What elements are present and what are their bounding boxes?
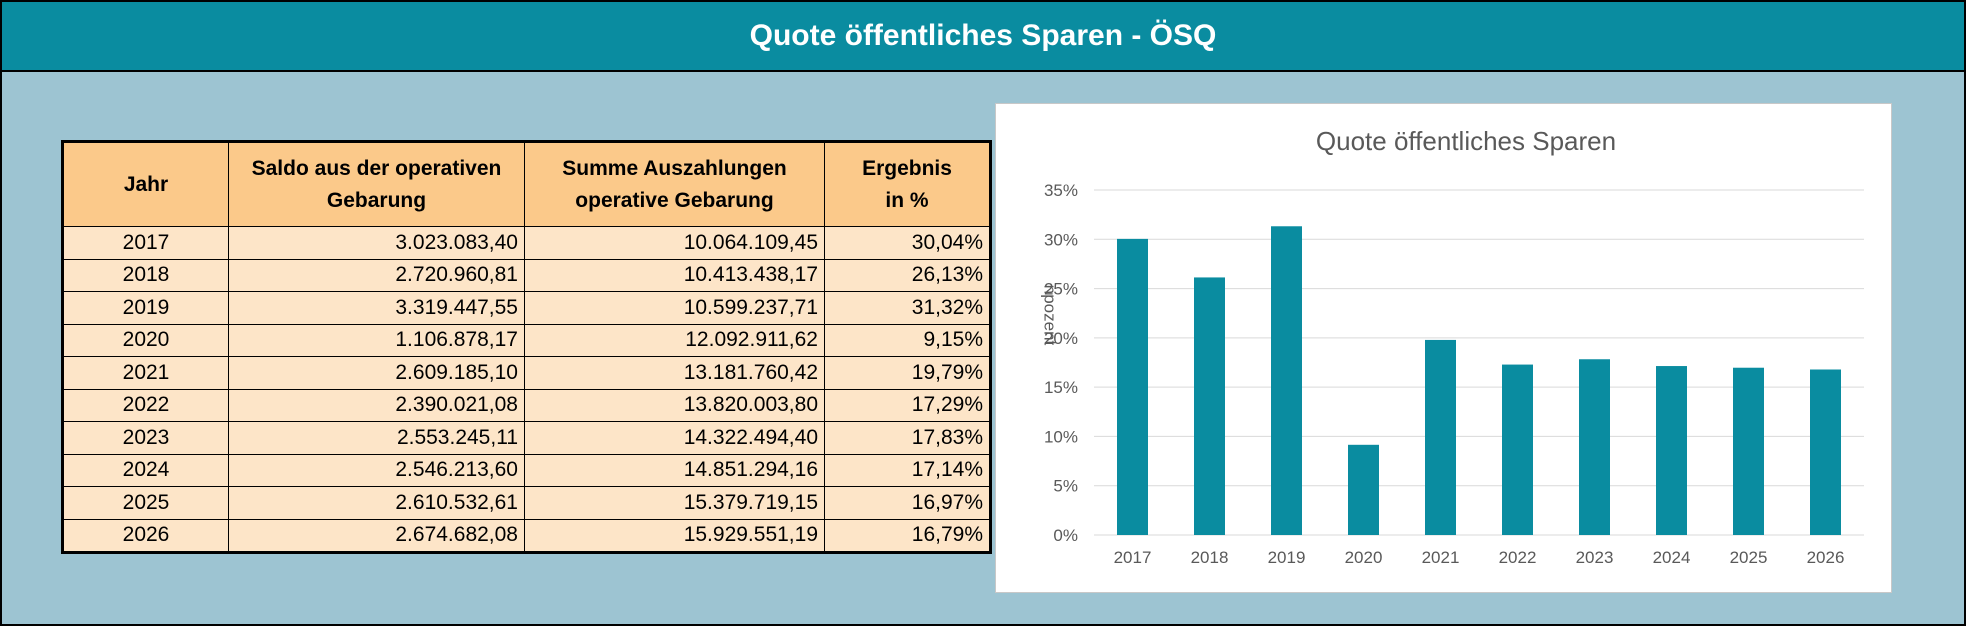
year-cell: 2018 [62, 258, 229, 292]
column-header-line: Jahr [123, 172, 169, 196]
table-row: 2025 2.610.532,61 15.379.719,15 16,97% [62, 486, 991, 520]
bar-2023 [1579, 359, 1610, 535]
table-row: 2019 3.319.447,55 10.599.237,71 31,32% [62, 291, 991, 325]
table-row: 2026 2.674.682,08 15.929.551,19 16,79% [62, 518, 991, 553]
y-tick-label: 10% [1044, 427, 1078, 446]
summe-cell: 14.851.294,16 [524, 453, 825, 487]
year-cell: 2022 [62, 388, 229, 422]
saldo-cell: 1.106.878,17 [228, 323, 525, 357]
ergebnis-cell: 16,97% [824, 486, 991, 520]
table-row: 2023 2.553.245,11 14.322.494,40 17,83% [62, 421, 991, 455]
year-cell: 2017 [62, 226, 229, 260]
x-tick-label: 2021 [1422, 548, 1460, 567]
ergebnis-cell: 17,14% [824, 453, 991, 487]
bar-2018 [1194, 277, 1225, 535]
x-tick-label: 2026 [1807, 548, 1845, 567]
summe-cell: 10.413.438,17 [524, 258, 825, 292]
y-tick-label: 0% [1053, 526, 1078, 545]
bar-2022 [1502, 364, 1533, 535]
y-tick-label: 25% [1044, 280, 1078, 299]
ergebnis-cell: 19,79% [824, 356, 991, 390]
x-tick-label: 2017 [1114, 548, 1152, 567]
column-header-line: Summe Auszahlungen [562, 156, 787, 180]
column-header: Ergebnis in % [824, 141, 991, 227]
ergebnis-cell: 9,15% [824, 323, 991, 357]
table-row: 2018 2.720.960,81 10.413.438,17 26,13% [62, 258, 991, 292]
summe-cell: 13.181.760,42 [524, 356, 825, 390]
x-tick-label: 2018 [1191, 548, 1229, 567]
summe-cell: 13.820.003,80 [524, 388, 825, 422]
data-table: Jahr Saldo aus der operativen Gebarung Summ… [61, 140, 992, 554]
column-header: Jahr [62, 141, 229, 227]
bar-2020 [1348, 444, 1379, 535]
column-header-line: operative Gebarung [575, 188, 774, 212]
summe-cell: 15.929.551,19 [524, 518, 825, 553]
saldo-cell: 3.319.447,55 [228, 291, 525, 325]
table-row: 2017 3.023.083,40 10.064.109,45 30,04% [62, 226, 991, 260]
year-cell: 2019 [62, 291, 229, 325]
saldo-cell: 2.609.185,10 [228, 356, 525, 390]
column-header-line: Saldo aus der operativen [251, 156, 502, 180]
column-header: Summe Auszahlungen operative Gebarung [524, 141, 825, 227]
year-cell: 2021 [62, 356, 229, 390]
bar-2019 [1271, 226, 1302, 535]
y-tick-label: 15% [1044, 378, 1078, 397]
y-axis-label: npozent [1041, 285, 1060, 346]
table-header-row: Jahr Saldo aus der operativen Gebarung Summ… [62, 141, 991, 227]
ergebnis-cell: 26,13% [824, 258, 991, 292]
ergebnis-cell: 17,29% [824, 388, 991, 422]
column-header-line: Gebarung [326, 188, 427, 212]
column-header: Saldo aus der operativen Gebarung [228, 141, 525, 227]
saldo-cell: 2.553.245,11 [228, 421, 525, 455]
column-header-line: in % [885, 188, 929, 212]
y-tick-label: 30% [1044, 230, 1078, 249]
saldo-cell: 2.546.213,60 [228, 453, 525, 487]
table-body: 2017 3.023.083,40 10.064.109,45 30,04% 2018 2… [62, 226, 991, 553]
table-row: 2021 2.609.185,10 13.181.760,42 19,79% [62, 356, 991, 390]
x-tick-label: 2022 [1499, 548, 1537, 567]
year-cell: 2026 [62, 518, 229, 553]
bar-2026 [1810, 369, 1841, 535]
table-row: 2024 2.546.213,60 14.851.294,16 17,14% [62, 453, 991, 487]
y-tick-label: 20% [1044, 329, 1078, 348]
bar-chart: Quote öffentliches Sparen 0% 5% 10% 15% 20% 25… [1041, 126, 1864, 567]
chart-container: Quote öffentliches Sparen 0% 5% 10% 15% 20% 25… [995, 103, 1892, 593]
summe-cell: 10.064.109,45 [524, 226, 825, 260]
x-tick-label: 2019 [1268, 548, 1306, 567]
ergebnis-cell: 16,79% [824, 518, 991, 553]
saldo-cell: 2.674.682,08 [228, 518, 525, 553]
page-title: Quote öffentliches Sparen - ÖSQ [2, 2, 1964, 72]
x-tick-label: 2025 [1730, 548, 1768, 567]
year-cell: 2024 [62, 453, 229, 487]
saldo-cell: 2.390.021,08 [228, 388, 525, 422]
saldo-cell: 3.023.083,40 [228, 226, 525, 260]
x-tick-label: 2023 [1576, 548, 1614, 567]
bar-2025 [1733, 367, 1764, 535]
ergebnis-cell: 31,32% [824, 291, 991, 325]
bar-2021 [1425, 339, 1456, 535]
saldo-cell: 2.610.532,61 [228, 486, 525, 520]
ergebnis-cell: 17,83% [824, 421, 991, 455]
year-cell: 2025 [62, 486, 229, 520]
summe-cell: 10.599.237,71 [524, 291, 825, 325]
column-header-line: Ergebnis [862, 156, 952, 180]
chart-title: Quote öffentliches Sparen [1316, 126, 1616, 156]
y-tick-label: 35% [1044, 181, 1078, 200]
table-row: 2020 1.106.878,17 12.092.911,62 9,15% [62, 323, 991, 357]
ergebnis-cell: 30,04% [824, 226, 991, 260]
table-row: 2022 2.390.021,08 13.820.003,80 17,29% [62, 388, 991, 422]
y-tick-label: 5% [1053, 477, 1078, 496]
year-cell: 2023 [62, 421, 229, 455]
bar-2024 [1656, 366, 1687, 535]
x-tick-label: 2020 [1345, 548, 1383, 567]
summe-cell: 12.092.911,62 [524, 323, 825, 357]
year-cell: 2020 [62, 323, 229, 357]
x-tick-label: 2024 [1653, 548, 1691, 567]
summe-cell: 14.322.494,40 [524, 421, 825, 455]
saldo-cell: 2.720.960,81 [228, 258, 525, 292]
bar-2017 [1117, 238, 1148, 536]
summe-cell: 15.379.719,15 [524, 486, 825, 520]
